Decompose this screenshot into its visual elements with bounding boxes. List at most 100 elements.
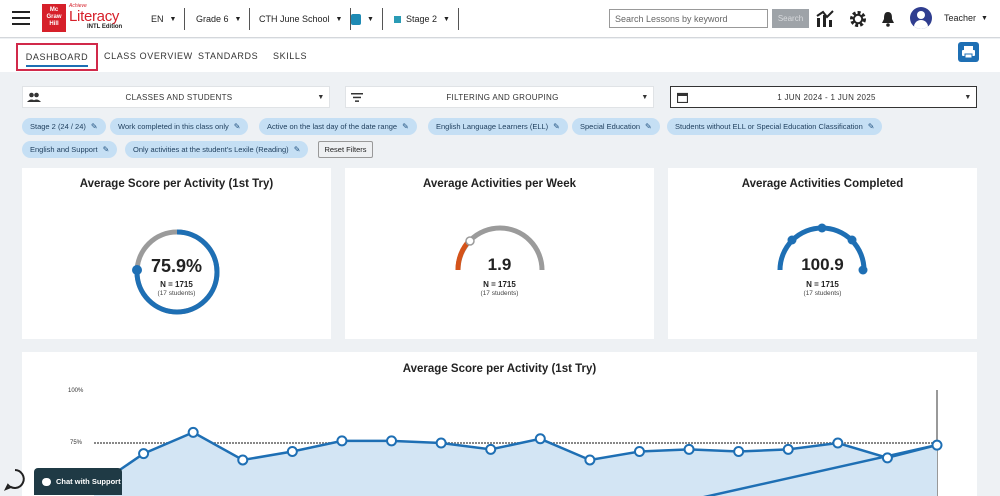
filter-chip[interactable]: Special Education ✎: [572, 118, 660, 135]
chart-title: Average Score per Activity (1st Try): [402, 363, 597, 375]
tab-skills[interactable]: SKILLS: [273, 51, 308, 61]
school-select[interactable]: CTH June School ▼: [251, 8, 352, 30]
gauge-value: 75.9%: [150, 256, 203, 276]
grade-select[interactable]: Grade 6 ▼: [188, 8, 251, 30]
gauge-progress: [134, 229, 220, 315]
support-help-icon[interactable]: [3, 467, 27, 491]
trend-point[interactable]: [683, 443, 695, 455]
calendar-icon: [676, 92, 688, 103]
trend-point[interactable]: [435, 437, 447, 449]
trend-point[interactable]: [386, 435, 398, 447]
filter-chip[interactable]: Work completed in this class only ✎: [110, 118, 249, 135]
gauge-marker: [132, 265, 142, 275]
average-activities-per-week-card: Average Activities per Week 1.9 N = 1715…: [345, 168, 654, 339]
language-select[interactable]: EN ▼: [143, 8, 186, 30]
filtering-and-grouping-dropdown[interactable]: FILTERING AND GROUPING ▼: [345, 86, 654, 108]
class-color-icon: [394, 15, 401, 23]
edit-pencil-icon[interactable]: ✎: [645, 122, 652, 131]
gauge-marker: [847, 235, 857, 245]
edit-pencil-icon[interactable]: ✎: [402, 122, 409, 131]
reset-filters-button[interactable]: Reset Filters: [318, 141, 373, 158]
y-tick-label: 75%: [70, 440, 83, 446]
caret-down-icon: ▼: [367, 15, 374, 23]
stage-select[interactable]: Stage 2 ▼: [386, 8, 459, 30]
caret-down-icon: ▼: [641, 93, 649, 101]
edit-pencil-icon[interactable]: ✎: [233, 122, 241, 131]
filter-chip[interactable]: Students without ELL or Special Educatio…: [667, 118, 883, 135]
card-title: Average Score per Activity (1st Try): [79, 178, 274, 190]
logo-small-text: Achieve: [69, 3, 87, 9]
gauge-value: 1.9: [487, 255, 512, 274]
filter-lines-icon: [351, 92, 363, 102]
trend-point[interactable]: [534, 433, 546, 445]
caret-down-icon: ▼: [169, 15, 177, 23]
card-title: Average Activities per Week: [423, 178, 576, 190]
date-range-dropdown[interactable]: 1 JUN 2024 - 1 JUN 2025 ▼: [670, 86, 977, 108]
trend-point[interactable]: [931, 439, 943, 451]
avatar[interactable]: [910, 7, 932, 29]
user-menu[interactable]: Teacher ▼: [944, 13, 988, 23]
chat-with-support-button[interactable]: Chat with Support: [34, 468, 122, 495]
search-button[interactable]: Search: [772, 9, 809, 28]
caret-down-icon: ▼: [981, 14, 988, 22]
score-trend-chart-card: Average Score per Activity (1st Try) 100…: [22, 352, 977, 496]
edit-pencil-icon[interactable]: ✎: [90, 122, 98, 131]
gauge-marker: [465, 236, 475, 246]
printer-icon: [962, 46, 975, 59]
trend-point[interactable]: [237, 454, 249, 466]
trend-point[interactable]: [187, 426, 199, 438]
logo[interactable]: Mc Graw Hill Achieve Literacy INTL Editi…: [42, 4, 122, 32]
edit-pencil-icon[interactable]: ✎: [867, 122, 875, 131]
people-icon: [27, 92, 41, 102]
gauge-students: (17 students): [480, 290, 519, 297]
reports-chart-icon[interactable]: [815, 9, 835, 29]
gauge-n: N = 1715: [160, 280, 193, 289]
filter-chip[interactable]: English and Support ✎: [22, 141, 118, 158]
trend-point[interactable]: [782, 443, 794, 455]
edit-pencil-icon[interactable]: ✎: [102, 145, 110, 154]
gauge-marker: [787, 235, 797, 245]
gauge-value: 100.9: [801, 255, 844, 274]
filter-chip[interactable]: Stage 2 (24 / 24) ✎: [22, 118, 106, 135]
book-icon: [351, 13, 361, 25]
edit-pencil-icon[interactable]: ✎: [553, 122, 560, 131]
trend-point[interactable]: [584, 454, 596, 466]
trend-point[interactable]: [832, 437, 844, 449]
tab-class-overview[interactable]: CLASS OVERVIEW: [104, 51, 193, 61]
card-title: Average Activities Completed: [741, 178, 904, 190]
gauge-students: (17 students): [157, 290, 196, 297]
trend-point[interactable]: [286, 445, 298, 457]
y-tick-label: 100%: [68, 388, 84, 394]
filter-chip[interactable]: English Language Learners (ELL) ✎: [428, 118, 568, 135]
trend-point[interactable]: [485, 443, 497, 455]
edit-pencil-icon[interactable]: ✎: [293, 145, 301, 154]
logo-title: Literacy: [69, 8, 120, 25]
gear-icon[interactable]: [848, 9, 868, 29]
search-input[interactable]: [609, 9, 768, 28]
trend-point[interactable]: [138, 448, 150, 460]
average-activities-completed-card: Average Activities Completed 100.9 N = 1…: [668, 168, 977, 339]
notification-bell-icon[interactable]: [878, 9, 898, 29]
trend-lower-line: [703, 443, 938, 496]
classes-and-students-dropdown[interactable]: CLASSES AND STUDENTS ▼: [22, 86, 330, 108]
tab-dashboard[interactable]: DASHBOARD: [16, 43, 98, 71]
gauge-marker: [817, 223, 827, 233]
top-bar: Mc Graw Hill Achieve Literacy INTL Editi…: [0, 0, 1000, 38]
gauge-marker: [858, 265, 868, 275]
filter-chip[interactable]: Only activities at the student's Lexile …: [125, 141, 309, 158]
tab-standards[interactable]: STANDARDS: [198, 51, 259, 61]
program-select[interactable]: ▼: [343, 8, 383, 30]
print-button[interactable]: [958, 42, 979, 62]
caret-down-icon: ▼: [317, 93, 325, 101]
logo-edition: INTL Edition: [87, 24, 123, 30]
hamburger-menu-icon[interactable]: [12, 11, 30, 25]
trend-point[interactable]: [633, 445, 645, 457]
caret-down-icon: ▼: [234, 15, 242, 23]
caret-down-icon: ▼: [443, 15, 450, 23]
trend-point[interactable]: [733, 445, 745, 457]
filter-chip[interactable]: Active on the last day of the date range…: [259, 118, 417, 135]
trend-line: [93, 431, 938, 489]
tab-bar: DASHBOARD CLASS OVERVIEW STANDARDS SKILL…: [0, 39, 1000, 72]
trend-point[interactable]: [336, 435, 348, 447]
trend-point[interactable]: [881, 452, 893, 464]
